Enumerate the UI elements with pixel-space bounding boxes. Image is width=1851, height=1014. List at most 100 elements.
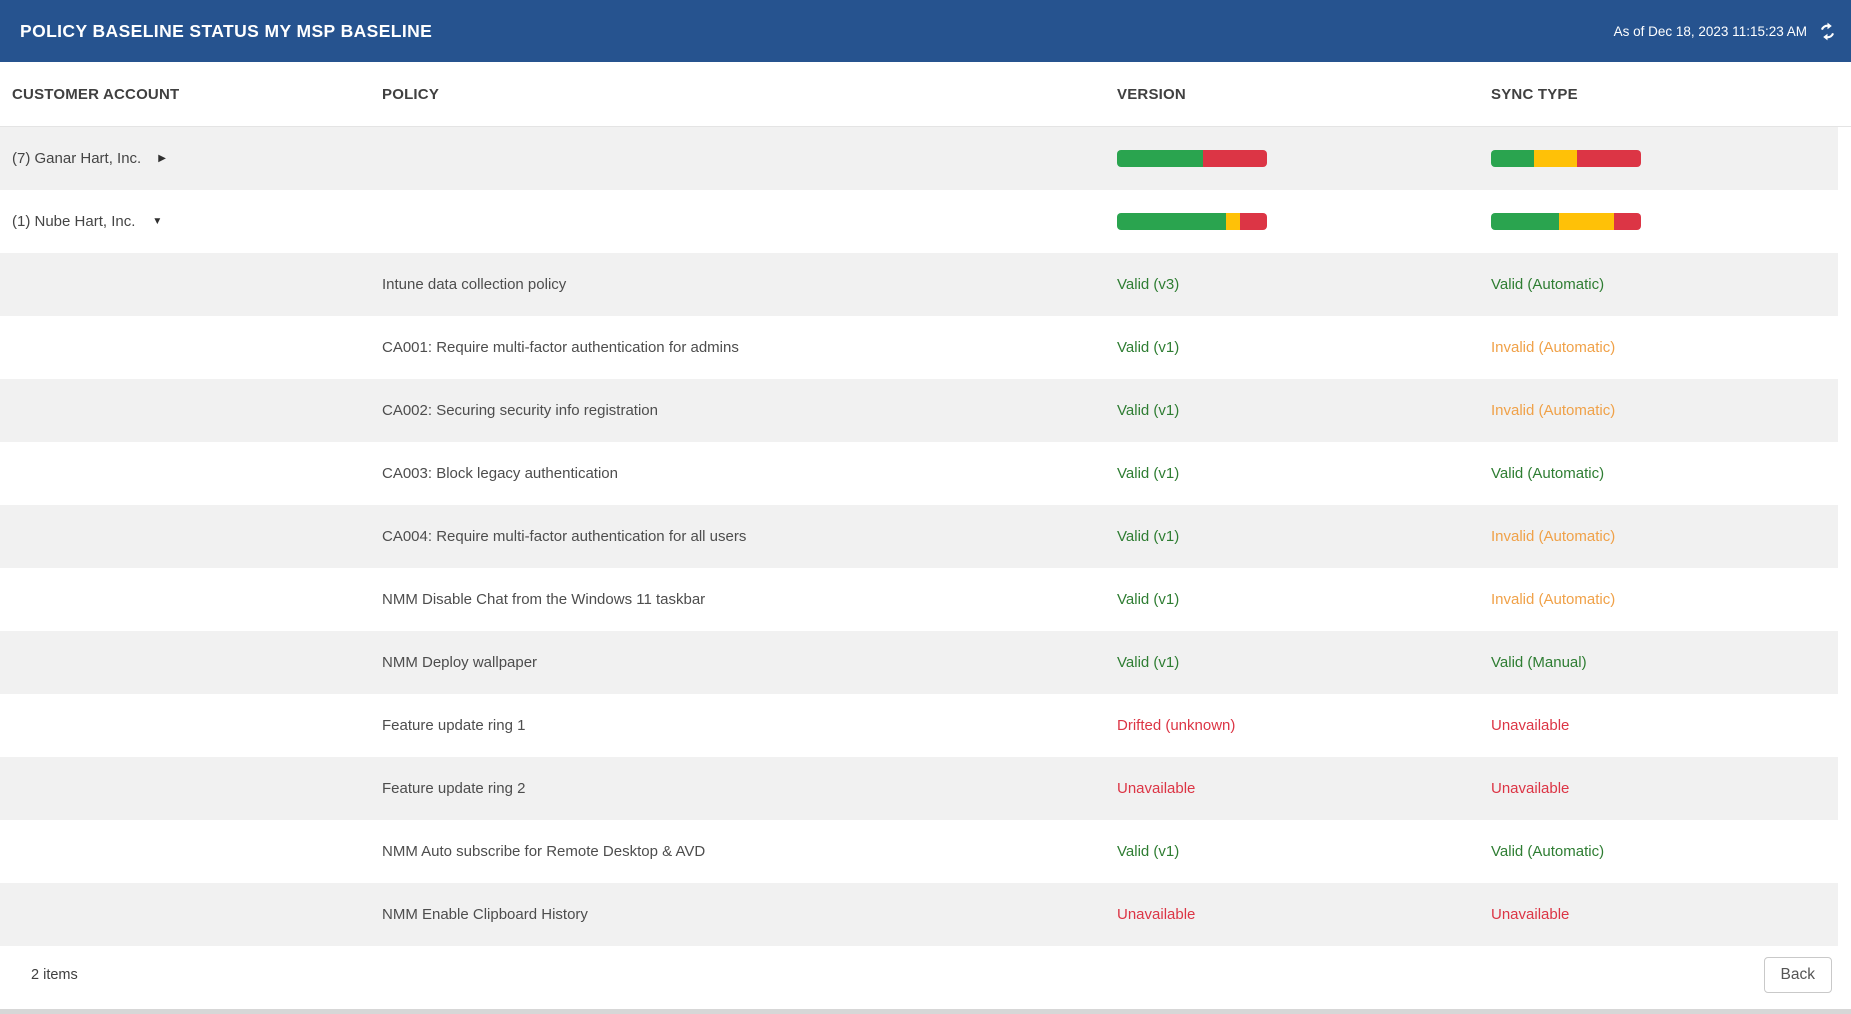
version-cell: Valid (v1) bbox=[1105, 843, 1478, 860]
as-of-timestamp: As of Dec 18, 2023 11:15:23 AM bbox=[1614, 24, 1807, 39]
version-status: Valid (v1) bbox=[1117, 591, 1179, 608]
sync-summary-bar bbox=[1491, 150, 1641, 167]
panel-header: POLICY BASELINE STATUS MY MSP BASELINE A… bbox=[0, 0, 1851, 62]
policy-row: CA004: Require multi-factor authenticati… bbox=[0, 505, 1838, 568]
policy-cell: CA004: Require multi-factor authenticati… bbox=[370, 528, 1105, 545]
bar-segment-red bbox=[1614, 213, 1641, 230]
version-summary-bar bbox=[1117, 213, 1267, 230]
panel-footer: 2 items Back bbox=[0, 946, 1851, 1009]
policy-name: CA004: Require multi-factor authenticati… bbox=[382, 528, 746, 545]
account-row[interactable]: (7) Ganar Hart, Inc.▶ bbox=[0, 127, 1838, 190]
account-row[interactable]: (1) Nube Hart, Inc. ▼ bbox=[0, 190, 1838, 253]
version-cell: Unavailable bbox=[1105, 906, 1478, 923]
back-button[interactable]: Back bbox=[1764, 957, 1832, 993]
sync-cell: Valid (Automatic) bbox=[1478, 843, 1838, 860]
version-cell: Valid (v1) bbox=[1105, 528, 1478, 545]
items-count: 2 items bbox=[31, 967, 78, 983]
sync-status: Valid (Manual) bbox=[1491, 654, 1587, 671]
policy-name: CA003: Block legacy authentication bbox=[382, 465, 618, 482]
version-status: Valid (v1) bbox=[1117, 654, 1179, 671]
sync-cell: Unavailable bbox=[1478, 906, 1838, 923]
sync-status: Invalid (Automatic) bbox=[1491, 339, 1615, 356]
sync-cell: Unavailable bbox=[1478, 780, 1838, 797]
version-status: Unavailable bbox=[1117, 780, 1195, 797]
version-cell: Unavailable bbox=[1105, 780, 1478, 797]
customer-cell: (1) Nube Hart, Inc. ▼ bbox=[0, 213, 370, 230]
policy-baseline-panel: POLICY BASELINE STATUS MY MSP BASELINE A… bbox=[0, 0, 1851, 1014]
bar-segment-yellow bbox=[1534, 150, 1577, 167]
version-status: Valid (v1) bbox=[1117, 528, 1179, 545]
bar-segment-red bbox=[1240, 213, 1267, 230]
sync-cell bbox=[1478, 213, 1838, 230]
version-cell bbox=[1105, 150, 1478, 167]
table-body: (7) Ganar Hart, Inc.▶ (1) Nube Hart, Inc.… bbox=[0, 127, 1838, 946]
sync-status: Invalid (Automatic) bbox=[1491, 402, 1615, 419]
sync-cell bbox=[1478, 150, 1838, 167]
version-cell: Valid (v1) bbox=[1105, 465, 1478, 482]
policy-cell: Intune data collection policy bbox=[370, 276, 1105, 293]
sync-summary-bar bbox=[1491, 213, 1641, 230]
policy-name: CA001: Require multi-factor authenticati… bbox=[382, 339, 739, 356]
policy-row: CA002: Securing security info registrati… bbox=[0, 379, 1838, 442]
policy-row: Intune data collection policy Valid (v3) V… bbox=[0, 253, 1838, 316]
sync-cell: Invalid (Automatic) bbox=[1478, 591, 1838, 608]
sync-cell: Invalid (Automatic) bbox=[1478, 339, 1838, 356]
sync-status: Valid (Automatic) bbox=[1491, 843, 1604, 860]
policy-cell: NMM Enable Clipboard History bbox=[370, 906, 1105, 923]
version-status: Valid (v1) bbox=[1117, 402, 1179, 419]
account-name: (1) Nube Hart, Inc. bbox=[12, 213, 135, 230]
sync-cell: Valid (Manual) bbox=[1478, 654, 1838, 671]
policy-row: NMM Auto subscribe for Remote Desktop & … bbox=[0, 820, 1838, 883]
column-header-customer-account: CUSTOMER ACCOUNT bbox=[0, 86, 370, 103]
policy-name: NMM Auto subscribe for Remote Desktop & … bbox=[382, 843, 705, 860]
sync-cell: Valid (Automatic) bbox=[1478, 465, 1838, 482]
policy-row: NMM Disable Chat from the Windows 11 tas… bbox=[0, 568, 1838, 631]
policy-row: NMM Deploy wallpaper Valid (v1) Valid (Man… bbox=[0, 631, 1838, 694]
version-cell: Valid (v1) bbox=[1105, 339, 1478, 356]
policy-cell: NMM Auto subscribe for Remote Desktop & … bbox=[370, 843, 1105, 860]
version-cell: Valid (v3) bbox=[1105, 276, 1478, 293]
sync-status: Unavailable bbox=[1491, 780, 1569, 797]
refresh-icon[interactable] bbox=[1816, 20, 1838, 42]
bar-segment-green bbox=[1117, 150, 1203, 167]
as-of-area: As of Dec 18, 2023 11:15:23 AM bbox=[1614, 20, 1838, 42]
policy-cell: CA003: Block legacy authentication bbox=[370, 465, 1105, 482]
version-cell: Valid (v1) bbox=[1105, 402, 1478, 419]
customer-cell: (7) Ganar Hart, Inc.▶ bbox=[0, 150, 370, 167]
bar-segment-red bbox=[1577, 150, 1641, 167]
policy-cell: CA002: Securing security info registrati… bbox=[370, 402, 1105, 419]
caret-down-icon[interactable]: ▼ bbox=[152, 217, 162, 227]
version-status: Valid (v1) bbox=[1117, 843, 1179, 860]
policy-name: Feature update ring 2 bbox=[382, 780, 525, 797]
column-header-policy: POLICY bbox=[370, 86, 1105, 103]
column-header-version: VERSION bbox=[1105, 86, 1478, 103]
version-cell: Valid (v1) bbox=[1105, 591, 1478, 608]
version-status: Drifted (unknown) bbox=[1117, 717, 1235, 734]
version-cell bbox=[1105, 213, 1478, 230]
panel-title: POLICY BASELINE STATUS MY MSP BASELINE bbox=[20, 21, 432, 42]
sync-status: Unavailable bbox=[1491, 906, 1569, 923]
policy-cell: CA001: Require multi-factor authenticati… bbox=[370, 339, 1105, 356]
policy-row: Feature update ring 2 Unavailable Unavaila… bbox=[0, 757, 1838, 820]
table-header: CUSTOMER ACCOUNT POLICY VERSION SYNC TYP… bbox=[0, 62, 1851, 127]
policy-name: CA002: Securing security info registrati… bbox=[382, 402, 658, 419]
policy-cell: NMM Deploy wallpaper bbox=[370, 654, 1105, 671]
column-header-sync-type: SYNC TYPE bbox=[1478, 86, 1851, 103]
policy-name: Feature update ring 1 bbox=[382, 717, 525, 734]
caret-right-icon[interactable]: ▶ bbox=[158, 154, 166, 164]
policy-cell: NMM Disable Chat from the Windows 11 tas… bbox=[370, 591, 1105, 608]
sync-cell: Invalid (Automatic) bbox=[1478, 402, 1838, 419]
sync-status: Valid (Automatic) bbox=[1491, 465, 1604, 482]
sync-cell: Valid (Automatic) bbox=[1478, 276, 1838, 293]
policy-row: Feature update ring 1 Drifted (unknown) Un… bbox=[0, 694, 1838, 757]
bar-segment-green bbox=[1117, 213, 1226, 230]
policy-cell: Feature update ring 1 bbox=[370, 717, 1105, 734]
sync-status: Invalid (Automatic) bbox=[1491, 591, 1615, 608]
version-cell: Valid (v1) bbox=[1105, 654, 1478, 671]
sync-cell: Unavailable bbox=[1478, 717, 1838, 734]
policy-name: Intune data collection policy bbox=[382, 276, 566, 293]
bar-segment-yellow bbox=[1559, 213, 1614, 230]
version-status: Valid (v3) bbox=[1117, 276, 1179, 293]
version-status: Unavailable bbox=[1117, 906, 1195, 923]
bar-segment-green bbox=[1491, 150, 1534, 167]
